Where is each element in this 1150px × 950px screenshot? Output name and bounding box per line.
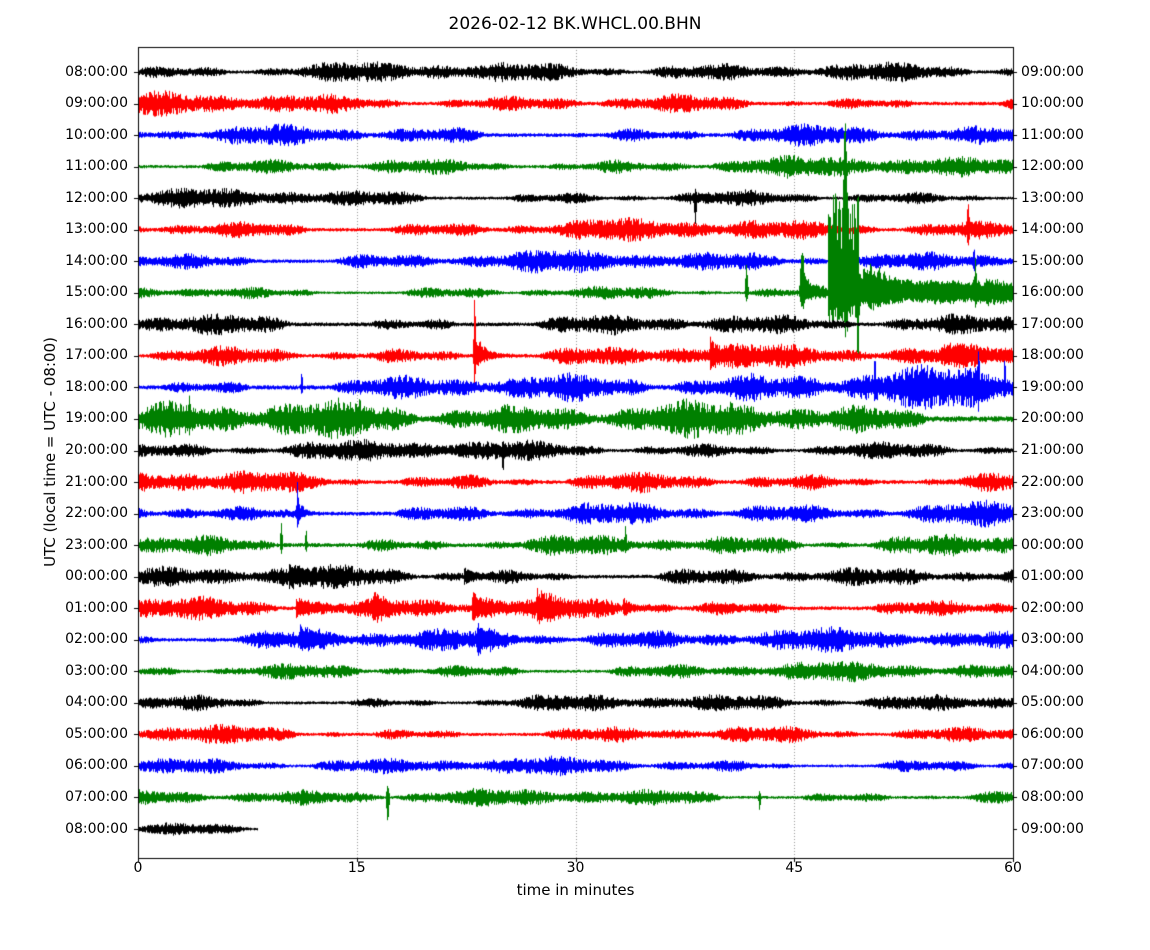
y-tick-label-right: 08:00:00: [1021, 788, 1084, 805]
y-tick-label-left: 00:00:00: [65, 568, 128, 585]
y-tick-label-right: 18:00:00: [1021, 347, 1084, 364]
y-tick-label-right: 13:00:00: [1021, 189, 1084, 206]
y-tick-label-left: 12:00:00: [65, 189, 128, 206]
y-tick-label-right: 11:00:00: [1021, 126, 1084, 143]
y-tick-label-right: 14:00:00: [1021, 221, 1084, 238]
y-tick-label-left: 20:00:00: [65, 442, 128, 458]
y-tick-label-left: 11:00:00: [65, 158, 128, 175]
y-tick-label-right: 10:00:00: [1021, 95, 1084, 112]
y-tick-label-left: 01:00:00: [65, 599, 128, 616]
y-tick-label-right: 12:00:00: [1021, 158, 1084, 175]
y-tick-label-left: 16:00:00: [65, 315, 128, 332]
y-tick-label-right: 06:00:00: [1021, 725, 1084, 742]
y-tick-label-right: 21:00:00: [1021, 442, 1084, 458]
y-tick-label-right: 03:00:00: [1021, 631, 1084, 648]
y-tick-label-left: 23:00:00: [65, 536, 128, 553]
y-tick-label-left: 14:00:00: [65, 252, 128, 269]
y-tick-label-left: 02:00:00: [65, 631, 128, 648]
y-tick-label-left: 05:00:00: [65, 725, 128, 742]
y-tick-label-right: 02:00:00: [1021, 599, 1084, 616]
y-tick-label-left: 06:00:00: [65, 757, 128, 774]
x-tick-label: 60: [1004, 860, 1022, 876]
y-tick-label-right: 23:00:00: [1021, 505, 1084, 522]
x-tick-label: 30: [566, 860, 585, 876]
y-tick-label-left: 21:00:00: [65, 473, 128, 490]
y-tick-label-left: 09:00:00: [65, 95, 128, 112]
x-tick-label: 45: [785, 860, 804, 876]
y-tick-label-left: 19:00:00: [65, 410, 128, 427]
y-tick-label-left: 13:00:00: [65, 221, 128, 238]
y-tick-label-right: 00:00:00: [1021, 536, 1084, 553]
y-tick-label-right: 19:00:00: [1021, 378, 1084, 395]
y-tick-label-right: 09:00:00: [1021, 820, 1084, 837]
y-tick-label-right: 04:00:00: [1021, 662, 1084, 679]
y-tick-label-left: 07:00:00: [65, 788, 128, 805]
x-tick-label: 15: [347, 860, 366, 876]
y-tick-label-left: 03:00:00: [65, 662, 128, 679]
y-tick-label-left: 04:00:00: [65, 694, 128, 711]
y-tick-label-right: 07:00:00: [1021, 757, 1084, 774]
y-tick-label-left: 08:00:00: [65, 63, 128, 80]
x-tick-label: 0: [133, 860, 143, 876]
y-tick-label-right: 01:00:00: [1021, 568, 1084, 585]
y-tick-label-right: 22:00:00: [1021, 473, 1084, 490]
y-tick-label-left: 22:00:00: [65, 505, 128, 522]
y-tick-label-left: 08:00:00: [65, 820, 128, 837]
y-tick-label-left: 18:00:00: [65, 378, 128, 395]
y-tick-label-left: 17:00:00: [65, 347, 128, 364]
y-tick-label-right: 05:00:00: [1021, 694, 1084, 711]
chart-title: 2026-02-12 BK.WHCL.00.BHN: [448, 14, 702, 34]
y-tick-label-left: 15:00:00: [65, 284, 128, 301]
y-tick-label-right: 17:00:00: [1021, 315, 1084, 332]
y-tick-label-right: 15:00:00: [1021, 252, 1084, 269]
y-tick-label-right: 09:00:00: [1021, 63, 1084, 80]
y-tick-label-right: 16:00:00: [1021, 284, 1084, 301]
x-axis-label: time in minutes: [516, 881, 635, 899]
y-tick-label-left: 10:00:00: [65, 126, 128, 143]
y-tick-label-right: 20:00:00: [1021, 410, 1084, 427]
